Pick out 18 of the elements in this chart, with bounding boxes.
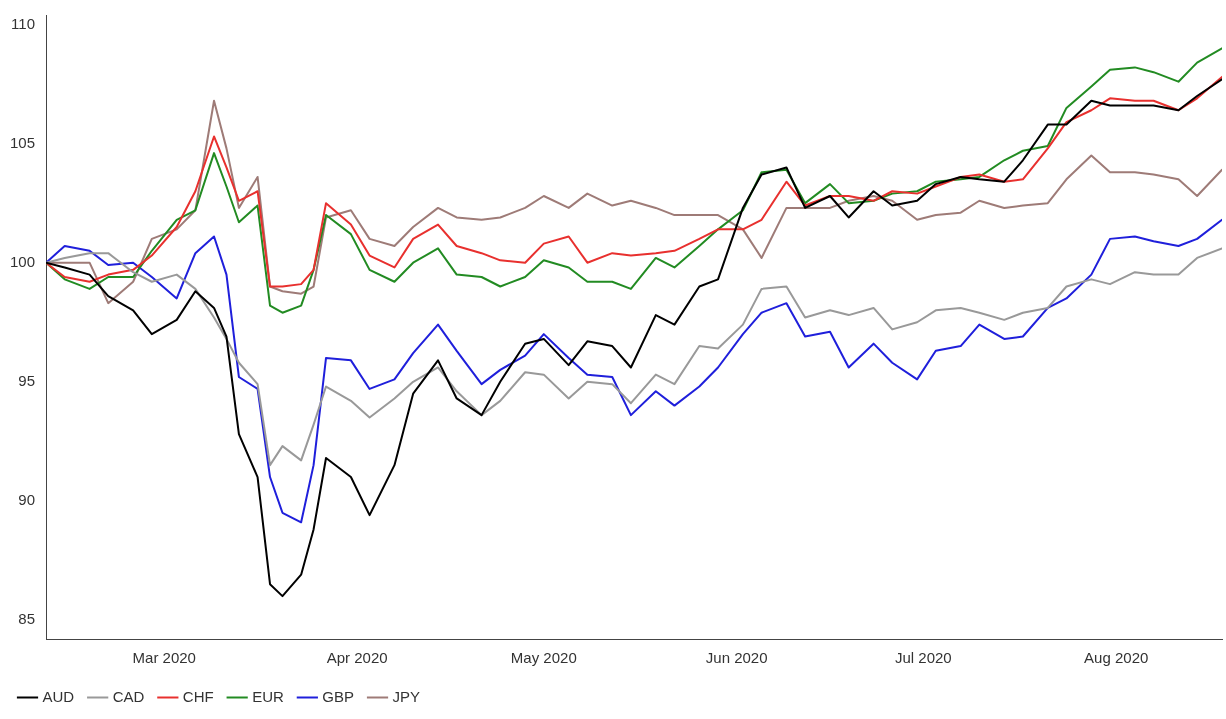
y-tick-label: 105 — [10, 133, 36, 151]
legend-label: AUD — [42, 687, 75, 705]
y-tick-label: 100 — [10, 252, 36, 270]
legend-label: CAD — [112, 687, 145, 705]
x-tick-label: Apr 2020 — [326, 649, 388, 667]
y-tick-label: 90 — [18, 491, 36, 508]
legend-label: EUR — [252, 687, 284, 705]
x-tick-label: Aug 2020 — [1084, 649, 1149, 667]
x-tick-label: May 2020 — [510, 649, 577, 667]
x-tick-label: Mar 2020 — [132, 649, 196, 667]
legend-label: JPY — [392, 687, 421, 705]
x-tick-label: Jul 2020 — [894, 649, 952, 667]
x-tick-label: Jun 2020 — [705, 649, 768, 667]
y-tick-label: 110 — [11, 14, 36, 32]
legend-label: CHF — [182, 687, 214, 705]
y-tick-label: 85 — [18, 610, 36, 628]
y-tick-label: 95 — [18, 371, 36, 389]
legend-label: GBP — [322, 687, 355, 705]
